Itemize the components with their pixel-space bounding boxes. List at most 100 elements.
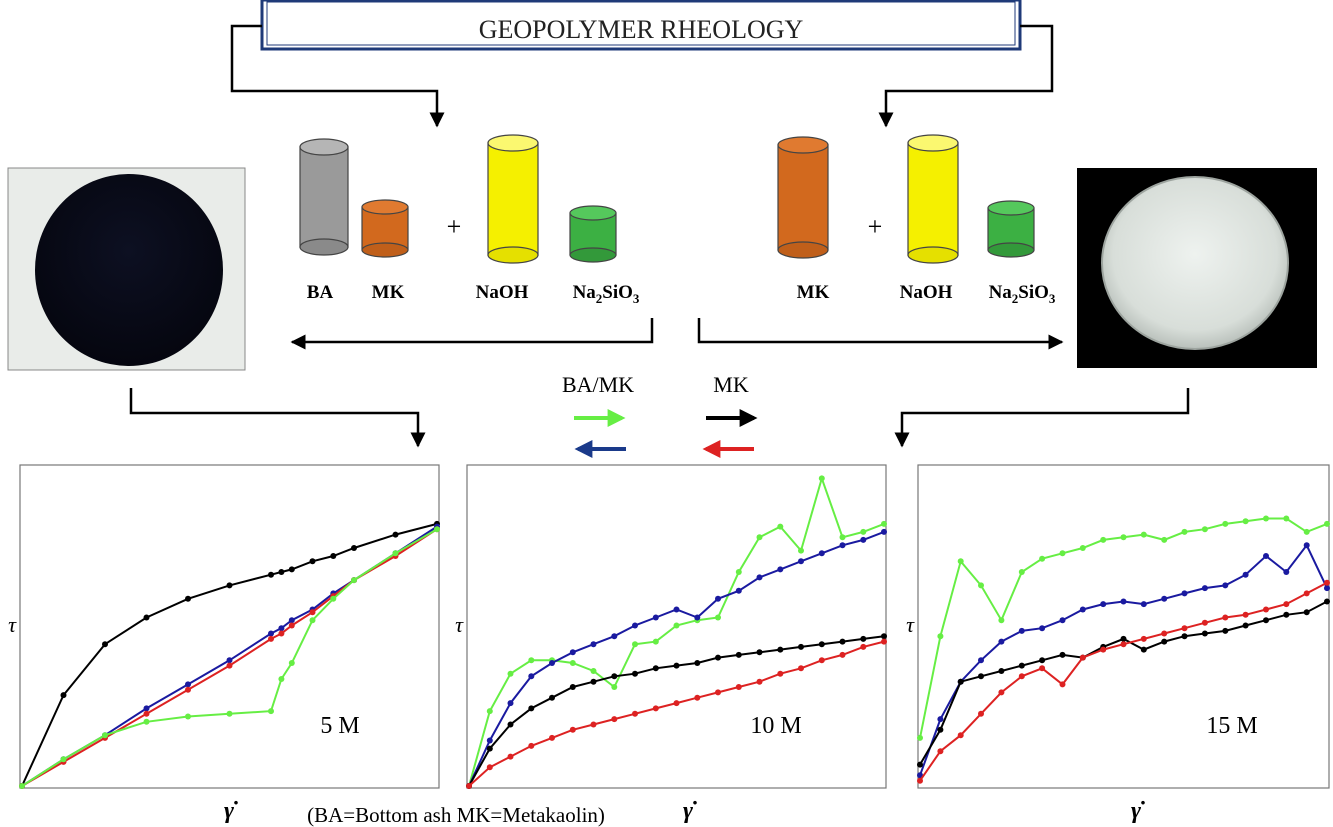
bottom-ash-cylinder — [299, 138, 349, 256]
data-point-red — [528, 742, 535, 749]
title-arrow-right — [878, 24, 1054, 128]
chart-label-5m: 5 M — [320, 713, 359, 739]
title-arrow-left — [230, 24, 445, 128]
data-point-red — [590, 721, 597, 728]
data-point-blue — [1140, 601, 1147, 608]
data-point-red — [309, 609, 316, 616]
data-point-green — [185, 713, 191, 720]
data-point-black — [998, 668, 1005, 674]
data-point-blue — [611, 633, 618, 640]
data-point-red — [957, 732, 964, 739]
data-point-red — [278, 630, 285, 637]
data-point-blue — [1324, 585, 1330, 592]
data-point-green — [735, 569, 742, 575]
data-point-blue — [1242, 571, 1249, 578]
data-point-green — [777, 523, 784, 530]
data-point-green — [392, 550, 399, 557]
data-point-blue — [777, 566, 784, 573]
legend: BA/MK MK — [562, 372, 758, 458]
chart-series-group-10m — [466, 475, 887, 789]
data-point-blue — [978, 657, 984, 664]
data-point-green — [611, 684, 618, 690]
data-point-blue — [569, 649, 576, 656]
chart-series-group-5m — [19, 520, 440, 789]
data-point-blue — [486, 737, 493, 744]
series-line-black — [21, 522, 438, 787]
data-point-blue — [1222, 582, 1229, 589]
data-point-red — [715, 689, 721, 696]
data-point-blue — [1059, 617, 1066, 624]
data-point-red — [673, 700, 680, 707]
x-axis-label-10m: γ̇ — [683, 798, 697, 824]
arrow-recipe-to-white-sample — [697, 318, 1064, 350]
data-point-red — [288, 622, 295, 629]
data-point-black — [756, 649, 763, 656]
data-point-black — [1324, 598, 1330, 605]
y-axis-label-15m: τ — [906, 612, 915, 637]
data-point-blue — [839, 542, 846, 549]
label-mk-left: MK — [372, 282, 405, 303]
white-geopolymer-sample-photo — [1077, 168, 1317, 368]
data-point-green — [818, 475, 825, 482]
data-point-green — [957, 558, 964, 565]
data-point-green — [860, 528, 867, 535]
data-point-red — [694, 694, 701, 701]
data-point-black — [839, 638, 846, 645]
data-point-red — [1242, 611, 1249, 618]
data-point-blue — [185, 681, 191, 688]
data-point-blue — [998, 638, 1005, 645]
data-point-green — [569, 660, 576, 666]
data-point-green — [798, 547, 804, 554]
data-point-black — [777, 646, 784, 653]
data-point-blue — [632, 622, 638, 629]
data-point-red — [777, 670, 784, 677]
data-point-red — [998, 689, 1005, 696]
series-line-green — [468, 475, 885, 787]
data-point-black — [652, 665, 659, 672]
data-point-blue — [756, 574, 763, 581]
data-point-red — [268, 635, 274, 642]
data-point-black — [1181, 633, 1188, 640]
chart-panel-10m: 10 M τ γ̇ — [455, 464, 887, 824]
data-point-black — [143, 614, 150, 621]
data-point-black — [673, 662, 680, 669]
data-point-black — [102, 641, 108, 648]
data-point-blue — [528, 673, 535, 680]
data-point-red — [486, 764, 493, 771]
data-point-blue — [798, 558, 804, 565]
data-point-black — [330, 553, 337, 559]
data-point-red — [611, 716, 618, 723]
chart-panel-5m: 5 M τ γ̇ — [8, 464, 440, 824]
label-mk-right: MK — [797, 282, 830, 303]
data-point-black — [392, 531, 399, 538]
sodium-silicate-cylinder-left — [569, 205, 617, 263]
data-point-blue — [937, 716, 944, 723]
naoh-cylinder-left — [487, 134, 539, 264]
data-point-black — [268, 571, 274, 578]
data-point-green — [60, 756, 67, 763]
data-point-red — [549, 734, 555, 741]
data-point-green — [937, 633, 944, 640]
data-point-green — [632, 641, 638, 648]
data-point-blue — [143, 705, 150, 712]
data-point-red — [818, 657, 825, 664]
label-sodium-silicate-left: Na2SiO3 — [573, 282, 640, 306]
x-axis-label-15m: γ̇ — [1131, 798, 1145, 824]
data-point-blue — [268, 630, 274, 637]
data-point-black — [60, 692, 67, 699]
data-point-black — [1222, 627, 1229, 634]
plus-sign-right: + — [868, 212, 883, 241]
data-point-red — [1079, 654, 1086, 661]
data-point-black — [486, 745, 493, 752]
data-point-red — [1018, 673, 1025, 680]
data-point-blue — [549, 660, 555, 666]
data-point-blue — [881, 528, 887, 535]
data-point-green — [673, 622, 680, 629]
data-point-black — [1161, 638, 1168, 645]
data-point-red — [226, 662, 233, 669]
data-point-black — [528, 705, 535, 712]
data-point-blue — [1018, 627, 1025, 634]
label-naoh-left: NaOH — [476, 282, 529, 303]
naoh-cylinder-right — [907, 134, 959, 264]
data-point-red — [1283, 601, 1290, 608]
